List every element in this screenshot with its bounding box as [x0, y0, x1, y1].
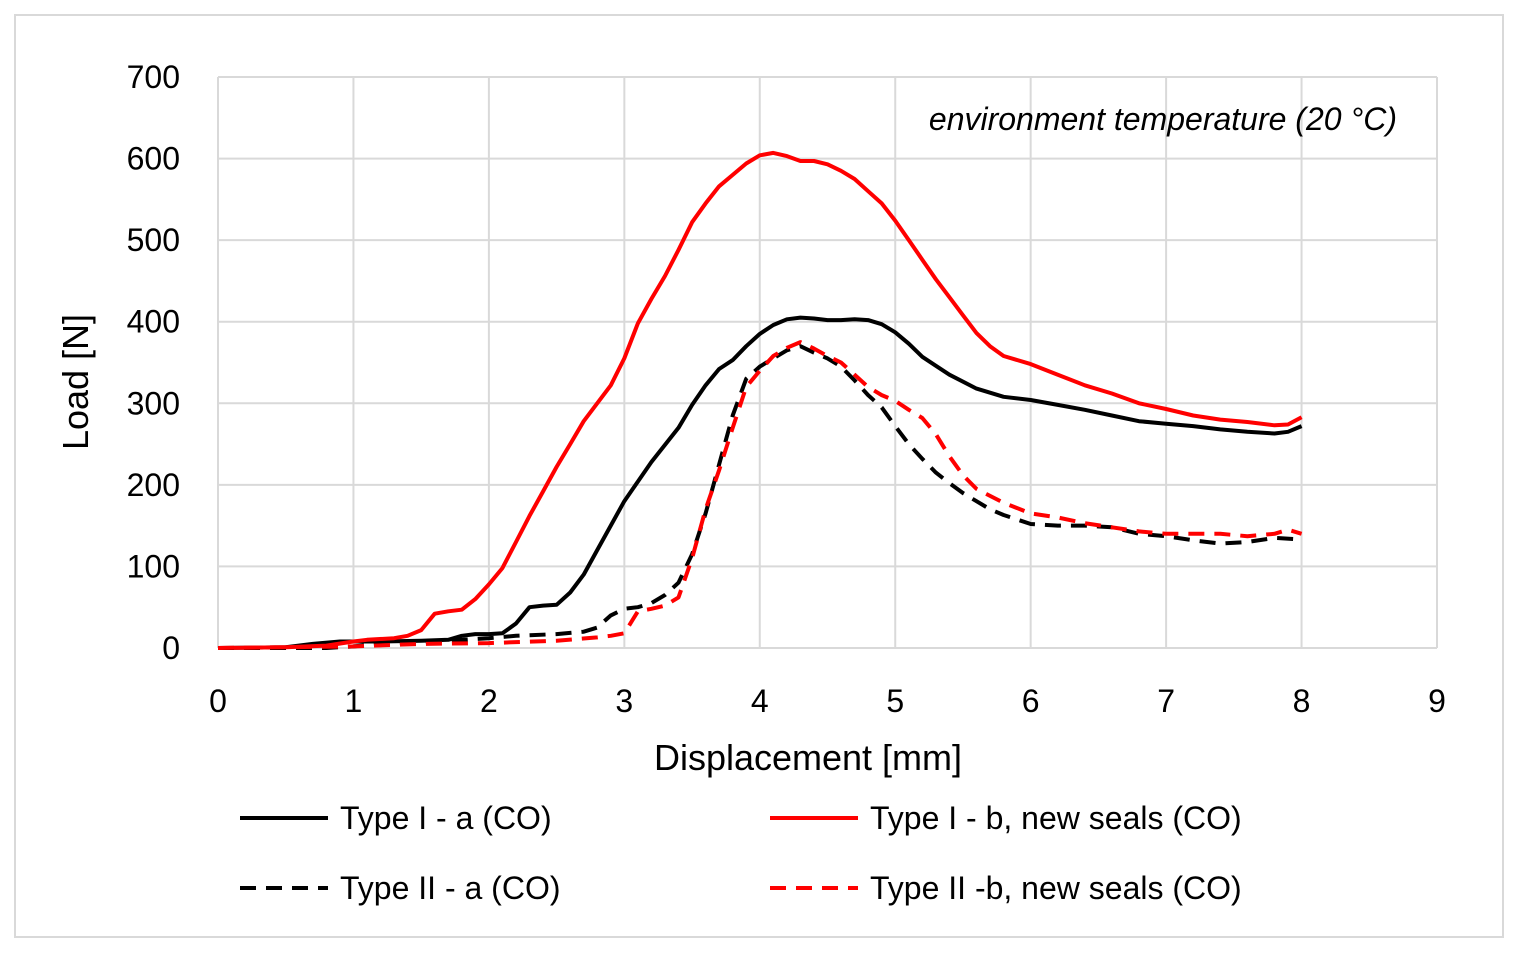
- series-line-4: [217, 340, 1303, 650]
- x-tick-label: 7: [1157, 683, 1175, 719]
- series-line-3: [218, 344, 1302, 650]
- x-tick-label: 4: [751, 683, 769, 719]
- series-line-1: [217, 315, 1303, 650]
- x-axis-title: Displacement [mm]: [654, 737, 962, 778]
- legend-label-2: Type I - b, new seals (CO): [870, 800, 1242, 836]
- x-tick-label: 6: [1022, 683, 1040, 719]
- legend-label-4: Type II -b, new seals (CO): [870, 870, 1242, 906]
- y-axis-title: Load [N]: [55, 314, 96, 450]
- x-tick-label: 2: [480, 683, 498, 719]
- y-tick-label: 200: [127, 467, 180, 503]
- tick-labels: 0 1 2 3 4 5 6 7 8 9 0 100 200 300 400 500 600 700: [127, 59, 1446, 719]
- y-tick-label: 500: [127, 222, 180, 258]
- legend-label-1: Type I - a (CO): [340, 800, 552, 836]
- x-tick-label: 5: [886, 683, 904, 719]
- x-tick-label: 0: [209, 683, 227, 719]
- legend-label-3: Type II - a (CO): [340, 870, 560, 906]
- y-tick-label: 0: [162, 630, 180, 666]
- y-tick-label: 700: [127, 59, 180, 95]
- legend: Type I - a (CO) Type I - b, new seals (CO…: [240, 800, 1242, 906]
- x-tick-label: 9: [1428, 683, 1446, 719]
- x-tick-label: 8: [1293, 683, 1311, 719]
- annotation-text: environment temperature (20 °C): [929, 101, 1397, 137]
- grid-lines: [217, 76, 1438, 649]
- x-tick-label: 3: [615, 683, 633, 719]
- y-tick-label: 100: [127, 548, 180, 584]
- y-tick-label: 600: [127, 141, 180, 177]
- series-line-2: [217, 150, 1303, 650]
- x-tick-label: 1: [345, 683, 363, 719]
- y-tick-label: 300: [127, 385, 180, 421]
- y-tick-label: 400: [127, 304, 180, 340]
- series-layer: [217, 150, 1303, 650]
